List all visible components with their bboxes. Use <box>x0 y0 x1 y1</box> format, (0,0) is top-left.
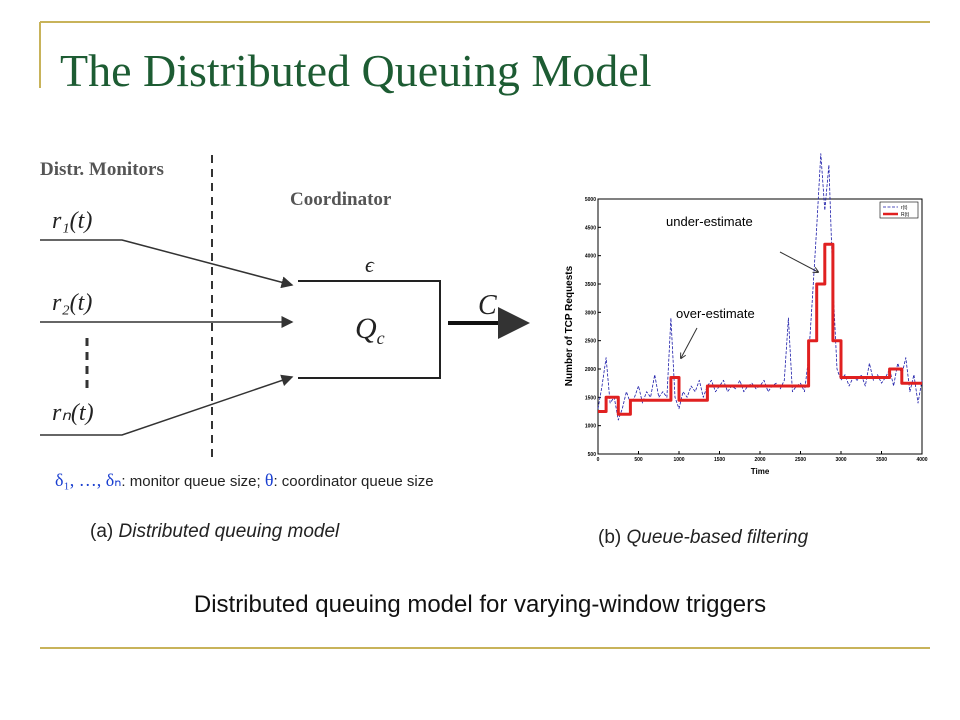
input-arrow <box>40 374 294 436</box>
caption-b: (b) Queue-based filtering <box>598 527 809 548</box>
x-tick-label: 1000 <box>673 457 684 463</box>
plot-frame <box>597 198 923 455</box>
x-tick-label: 4000 <box>916 457 927 463</box>
x-tick-label: 2000 <box>754 457 765 463</box>
x-tick-label: 2500 <box>795 457 806 463</box>
diagram-note: δ₁, …, δₙ: monitor queue size; θ: coordi… <box>55 470 434 490</box>
y-tick-label: 5000 <box>585 197 596 203</box>
y-tick-label: 3500 <box>585 282 596 288</box>
input-label: rₙ(t) <box>52 400 94 426</box>
y-tick-label: 4500 <box>585 225 596 231</box>
queue-box <box>298 280 441 379</box>
note-text: : coordinator queue size <box>273 473 433 490</box>
annotation-arrow <box>681 327 698 358</box>
legend-label: r(t) <box>901 205 908 211</box>
y-axis-label: Number of TCP Requests <box>564 265 575 386</box>
y-tick-label: 1000 <box>585 424 596 430</box>
coordinator-label: Coordinator <box>290 189 392 210</box>
x-tick-label: 500 <box>634 457 643 463</box>
epsilon: ϵ <box>365 252 375 277</box>
x-axis-label: Time <box>751 467 770 476</box>
output-label: C <box>478 290 497 321</box>
annotation: over-estimate <box>676 306 755 321</box>
note-symbols: δ₁, …, δₙ <box>55 470 121 490</box>
caption-text: Distributed queuing model <box>119 521 341 542</box>
annotation-arrow <box>779 251 818 272</box>
caption-text: Queue-based filtering <box>627 527 809 548</box>
y-tick-label: 2000 <box>585 367 596 373</box>
caption-label: (b) <box>598 527 627 548</box>
y-tick-label: 500 <box>588 452 597 458</box>
main-caption: Distributed queuing model for varying-wi… <box>194 591 766 618</box>
x-tick-label: 0 <box>597 457 600 463</box>
queue-subscript: c <box>377 328 385 348</box>
queue-label: Qc <box>355 312 385 348</box>
y-tick-label: 4000 <box>585 254 596 260</box>
chart: Number of TCP Requests Time under-estima… <box>564 153 928 476</box>
annotation: under-estimate <box>666 214 753 229</box>
note-text: : monitor queue size; <box>121 473 264 490</box>
legend-box <box>879 201 919 219</box>
series-line <box>597 153 923 421</box>
caption-a: (a) Distributed queuing model <box>90 521 340 542</box>
input-label: r₂(t) <box>52 290 92 316</box>
input-arrow <box>40 239 294 289</box>
note-symbol: θ <box>265 470 274 490</box>
caption-label: (a) <box>90 521 119 542</box>
queue-symbol: Q <box>355 312 377 345</box>
slide-title: The Distributed Queuing Model <box>60 45 652 96</box>
monitors-label: Distr. Monitors <box>40 159 164 180</box>
series-line <box>598 242 922 416</box>
x-tick-label: 3500 <box>876 457 887 463</box>
x-tick-label: 3000 <box>835 457 846 463</box>
legend-label: R(t) <box>901 212 910 218</box>
x-tick-label: 1500 <box>714 457 725 463</box>
y-tick-label: 3000 <box>585 310 596 316</box>
y-tick-label: 1500 <box>585 395 596 401</box>
input-label: r₁(t) <box>52 208 92 234</box>
y-tick-label: 2500 <box>585 339 596 345</box>
queuing-diagram: Distr. Monitors Coordinator r₁(t) r₂(t) … <box>40 155 530 462</box>
